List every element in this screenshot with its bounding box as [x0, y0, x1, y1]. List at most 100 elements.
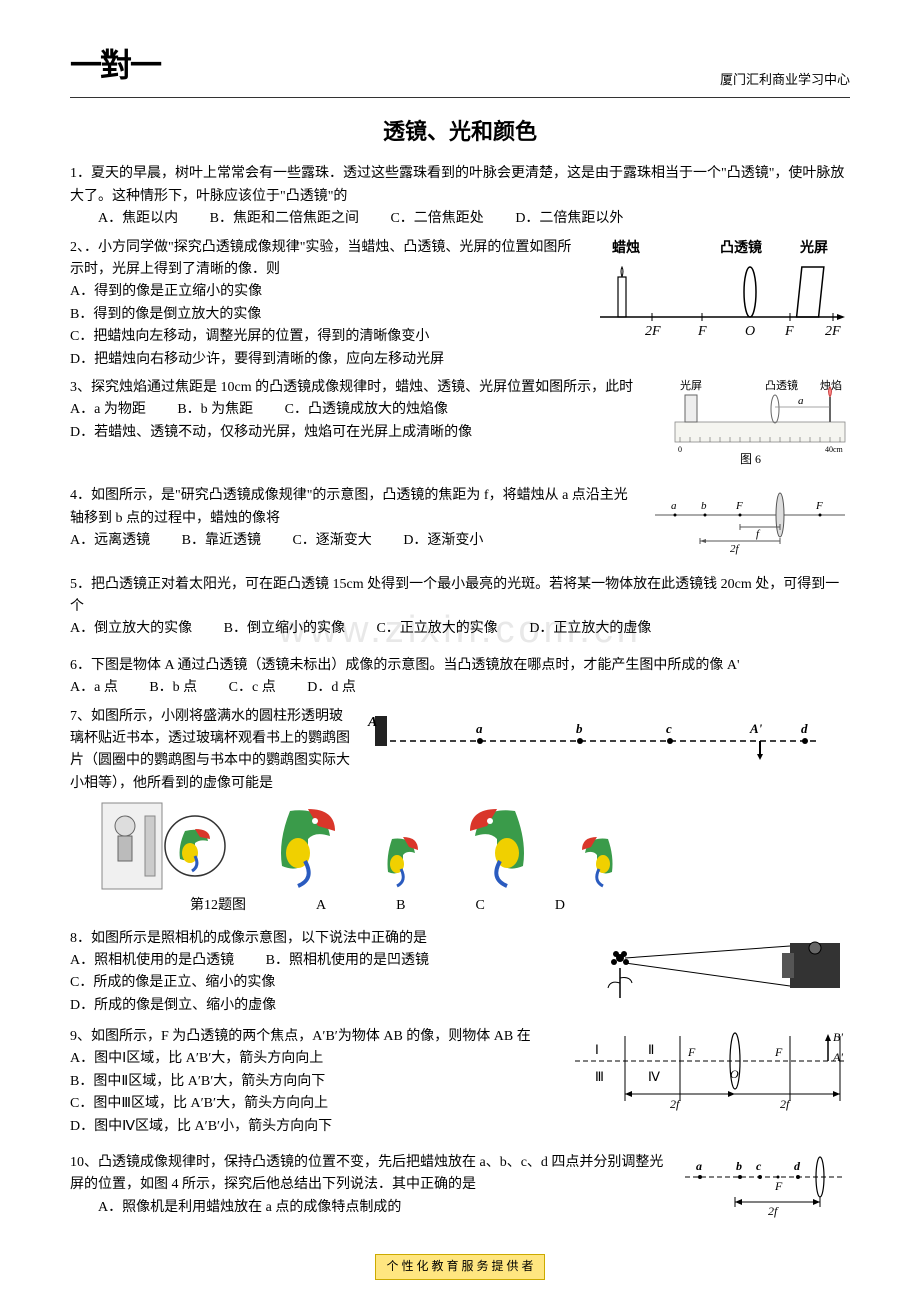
svg-text:凸透镜: 凸透镜 [765, 378, 798, 392]
svg-text:c: c [756, 1159, 762, 1173]
q7-labels: 第12题图 A B C D [190, 895, 850, 917]
q1-optC: C．二倍焦距处 [390, 208, 483, 230]
q7-parrot-row [100, 801, 850, 891]
svg-text:F: F [784, 324, 794, 339]
svg-text:a: a [696, 1159, 702, 1173]
svg-text:Ⅱ: Ⅱ [648, 1042, 654, 1057]
svg-text:光屏: 光屏 [680, 378, 702, 392]
svg-text:a: a [671, 500, 677, 512]
svg-text:2f: 2f [730, 543, 741, 555]
svg-text:0: 0 [678, 445, 682, 454]
svg-text:f: f [756, 528, 761, 540]
question-10: a b c d F 2f 10、凸透镜成像规律时，保持凸透镜的位置不变，先后把蜡… [70, 1152, 850, 1234]
svg-text:b: b [736, 1159, 742, 1173]
question-6: 6．下图是物体 A 通过凸透镜（透镜未标出）成像的示意图。当凸透镜放在哪点时，才… [70, 655, 850, 700]
q7-label-D: D [555, 895, 565, 917]
q7-panel-original [100, 801, 230, 891]
svg-text:O: O [730, 1067, 739, 1081]
fig-label-screen: 光屏 [799, 239, 828, 256]
svg-text:2f: 2f [780, 1097, 791, 1111]
footer-box: 个 性 化 教 育 服 务 提 供 者 [375, 1254, 544, 1279]
q5-stem: 5．把凸透镜正对着太阳光，可在距凸透镜 15cm 处得到一个最小最亮的光斑。若将… [70, 574, 850, 619]
q7-parrot-B [380, 831, 425, 891]
svg-text:Ⅰ: Ⅰ [595, 1042, 599, 1057]
fig-label-candle: 蜡烛 [612, 239, 640, 256]
question-2: 蜡烛 凸透镜 光屏 2F F O F 2F 2、．小方同学做"探究凸透镜成像规律… [70, 237, 850, 371]
question-1: 1．夏天的早晨，树叶上常常会有一些露珠．透过这些露珠看到的叶脉会更清楚，这是由于… [70, 163, 850, 230]
svg-text:A': A' [832, 1050, 843, 1064]
q2-figure: 蜡烛 凸透镜 光屏 2F F O F 2F [590, 237, 850, 355]
svg-text:c: c [666, 721, 672, 736]
svg-text:a: a [476, 721, 483, 736]
q7-parrot-D [575, 831, 620, 891]
q3-figure: 光屏 凸透镜 烛焰 0 40cm a [670, 377, 850, 475]
q6-optB: B．b 点 [149, 677, 197, 699]
q9-figure: O F F Ⅰ Ⅱ Ⅲ Ⅳ B' A' 2f 2f [570, 1026, 850, 1124]
svg-text:F: F [697, 324, 707, 339]
q1-optA: A．焦距以内 [98, 208, 178, 230]
q6-figure: A a b c A' d [360, 706, 830, 796]
q1-optD: D．二倍焦距以外 [515, 208, 623, 230]
svg-text:F: F [815, 500, 823, 512]
q4-optC: C．逐渐变大 [292, 530, 371, 552]
q6-optD: D．d 点 [307, 677, 356, 699]
svg-text:2f: 2f [768, 1204, 779, 1218]
q3-optB: B．b 为焦距 [177, 399, 253, 421]
q6-optC: C．c 点 [229, 677, 276, 699]
svg-text:图 6: 图 6 [740, 452, 761, 466]
q6-stem: 6．下图是物体 A 通过凸透镜（透镜未标出）成像的示意图。当凸透镜放在哪点时，才… [70, 655, 850, 677]
center-name: 厦门汇利商业学习中心 [720, 70, 850, 91]
q4-optB: B．靠近透镜 [182, 530, 261, 552]
svg-text:Ⅲ: Ⅲ [595, 1069, 604, 1084]
q5-optB: B．倒立缩小的实像 [224, 618, 345, 640]
q6-options: A．a 点 B．b 点 C．c 点 D．d 点 [70, 677, 850, 699]
q5-optD: D．正立放大的虚像 [529, 618, 651, 640]
question-8: 8．如图所示是照相机的成像示意图，以下说法中正确的是 A．照相机使用的是凸透镜 … [70, 928, 850, 1020]
svg-text:2F: 2F [825, 324, 841, 339]
question-4: a b F F f 2f 4．如图所示，是"研究凸透镜成像规律"的示意图，凸透镜… [70, 485, 850, 567]
svg-text:d: d [794, 1159, 801, 1173]
svg-text:F: F [774, 1045, 783, 1059]
q8-figure [600, 928, 850, 1016]
logo: 一對一 [70, 40, 160, 91]
q1-options: A．焦距以内 B．焦距和二倍焦距之间 C．二倍焦距处 D．二倍焦距以外 [70, 208, 850, 230]
q1-optB: B．焦距和二倍焦距之间 [210, 208, 359, 230]
q6-q7-row: 7、如图所示，小刚将盛满水的圆柱形透明玻璃杯贴近书本，透过玻璃杯观看书上的鹦鹉图… [70, 706, 850, 796]
q5-options: A．倒立放大的实像 B．倒立缩小的实像 C．正立放大的实像 D．正立放大的虚像 [70, 618, 850, 640]
q4-optD: D．逐渐变小 [403, 530, 483, 552]
question-9: O F F Ⅰ Ⅱ Ⅲ Ⅳ B' A' 2f 2f [70, 1026, 850, 1138]
q5-optA: A．倒立放大的实像 [70, 618, 192, 640]
q7-parrot-C [465, 801, 535, 891]
q7-label-B: B [396, 895, 405, 917]
q7-label-C: C [475, 895, 484, 917]
svg-text:40cm: 40cm [825, 445, 844, 454]
q7-stem-col: 7、如图所示，小刚将盛满水的圆柱形透明玻璃杯贴近书本，透过玻璃杯观看书上的鹦鹉图… [70, 706, 350, 796]
svg-text:b: b [576, 721, 583, 736]
question-3: 光屏 凸透镜 烛焰 0 40cm a [70, 377, 850, 479]
page-title: 透镜、光和颜色 [70, 114, 850, 149]
q4-optA: A．远离透镜 [70, 530, 150, 552]
svg-text:F: F [774, 1179, 783, 1193]
svg-text:Ⅳ: Ⅳ [648, 1069, 660, 1084]
q3-optC: C．凸透镜成放大的烛焰像 [285, 399, 448, 421]
q8-optB: B．照相机使用的是凹透镜 [266, 950, 429, 972]
svg-text:A': A' [749, 721, 763, 736]
page-footer: 个 性 化 教 育 服 务 提 供 者 [70, 1254, 850, 1279]
q7-caption: 第12题图 [190, 895, 246, 917]
q1-stem: 1．夏天的早晨，树叶上常常会有一些露珠．透过这些露珠看到的叶脉会更清楚，这是由于… [70, 163, 850, 208]
q7-parrot-A [270, 801, 340, 891]
svg-text:F: F [735, 500, 743, 512]
svg-text:A: A [367, 715, 377, 730]
q7-label-A: A [316, 895, 326, 917]
q7-stem: 7、如图所示，小刚将盛满水的圆柱形透明玻璃杯贴近书本，透过玻璃杯观看书上的鹦鹉图… [70, 706, 350, 796]
svg-text:b: b [701, 500, 707, 512]
svg-text:O: O [745, 324, 755, 339]
svg-text:F: F [687, 1045, 696, 1059]
svg-text:B': B' [833, 1030, 843, 1044]
svg-text:2f: 2f [670, 1097, 681, 1111]
q5-optC: C．正立放大的实像 [376, 618, 497, 640]
svg-text:d: d [801, 721, 808, 736]
q8-optA: A．照相机使用的是凸透镜 [70, 950, 234, 972]
svg-text:2F: 2F [645, 324, 661, 339]
q3-optA: A．a 为物距 [70, 399, 146, 421]
